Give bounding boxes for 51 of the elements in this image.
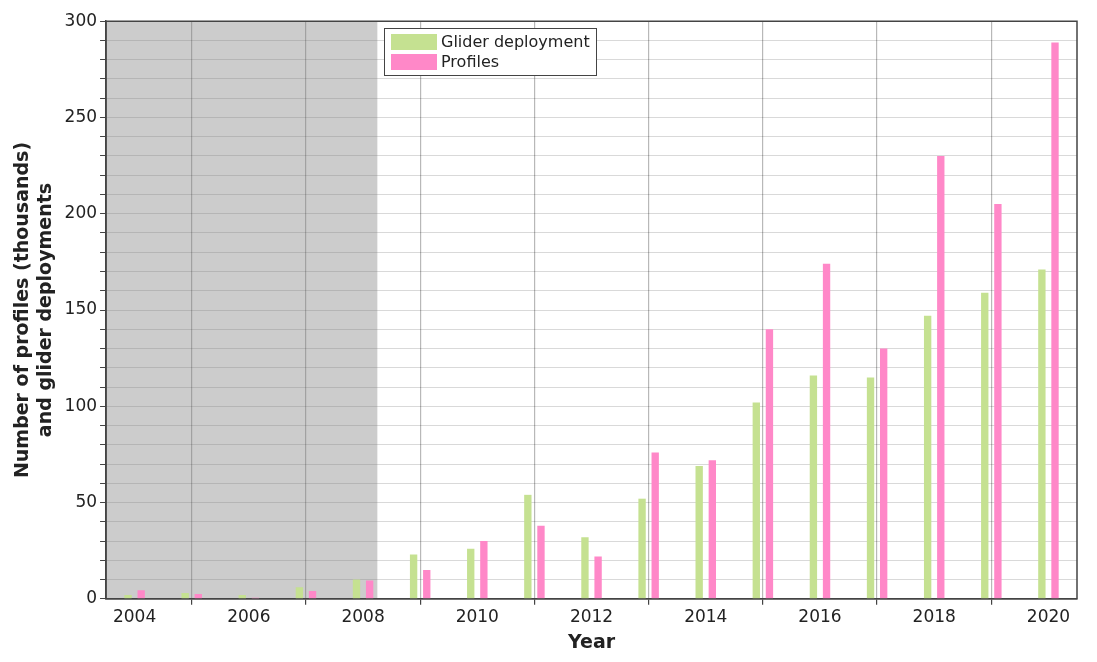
bar	[365, 580, 374, 599]
y-tick-label: 250	[64, 105, 98, 126]
bar	[923, 315, 932, 599]
bar	[822, 263, 831, 599]
bar	[879, 348, 888, 599]
bar	[866, 377, 875, 599]
bar	[1038, 269, 1046, 599]
x-tick-label: 2004	[112, 606, 157, 627]
bar	[651, 452, 659, 599]
bar	[137, 590, 145, 599]
y-tick-label: 300	[64, 9, 98, 30]
bar	[524, 494, 532, 599]
bar	[295, 587, 304, 599]
bar	[638, 498, 646, 599]
bar	[581, 537, 589, 599]
bar	[809, 375, 818, 599]
x-tick-label: 2018	[912, 606, 956, 627]
y-tick-label: 0	[86, 587, 98, 608]
x-tick-label: 2012	[569, 606, 614, 627]
x-tick-label: 2014	[684, 606, 728, 627]
x-tick-label: 2010	[455, 606, 499, 627]
bar	[981, 292, 989, 599]
y-tick-label: 50	[75, 490, 98, 511]
bar	[409, 554, 418, 599]
x-tick-label: 2016	[798, 606, 842, 627]
legend-label: Glider deployment	[441, 32, 590, 52]
x-tick-label: 2020	[1026, 606, 1071, 627]
x-tick-label: 2006	[227, 606, 271, 627]
bar	[480, 541, 488, 599]
y-tick-label: 100	[64, 394, 98, 415]
y-tick-label: 200	[64, 202, 98, 223]
bar	[124, 594, 132, 599]
bar	[695, 465, 703, 599]
legend-label: Profiles	[441, 52, 500, 72]
x-axis-title: Year	[566, 629, 616, 652]
bar	[181, 593, 189, 599]
bar	[752, 402, 760, 599]
x-tick-label: 2008	[341, 606, 385, 627]
bar	[352, 579, 361, 599]
bar	[994, 204, 1002, 599]
bar	[423, 569, 431, 599]
bar	[937, 155, 945, 599]
bar	[1051, 42, 1059, 599]
y-tick-label: 150	[64, 298, 98, 319]
bar	[765, 329, 774, 599]
y-axis-title: Number of profiles (thousands) and glider deployments	[10, 141, 56, 479]
bar	[537, 525, 545, 599]
bar	[308, 591, 317, 599]
bar	[594, 556, 602, 599]
bar	[708, 460, 716, 599]
bar	[467, 548, 475, 599]
